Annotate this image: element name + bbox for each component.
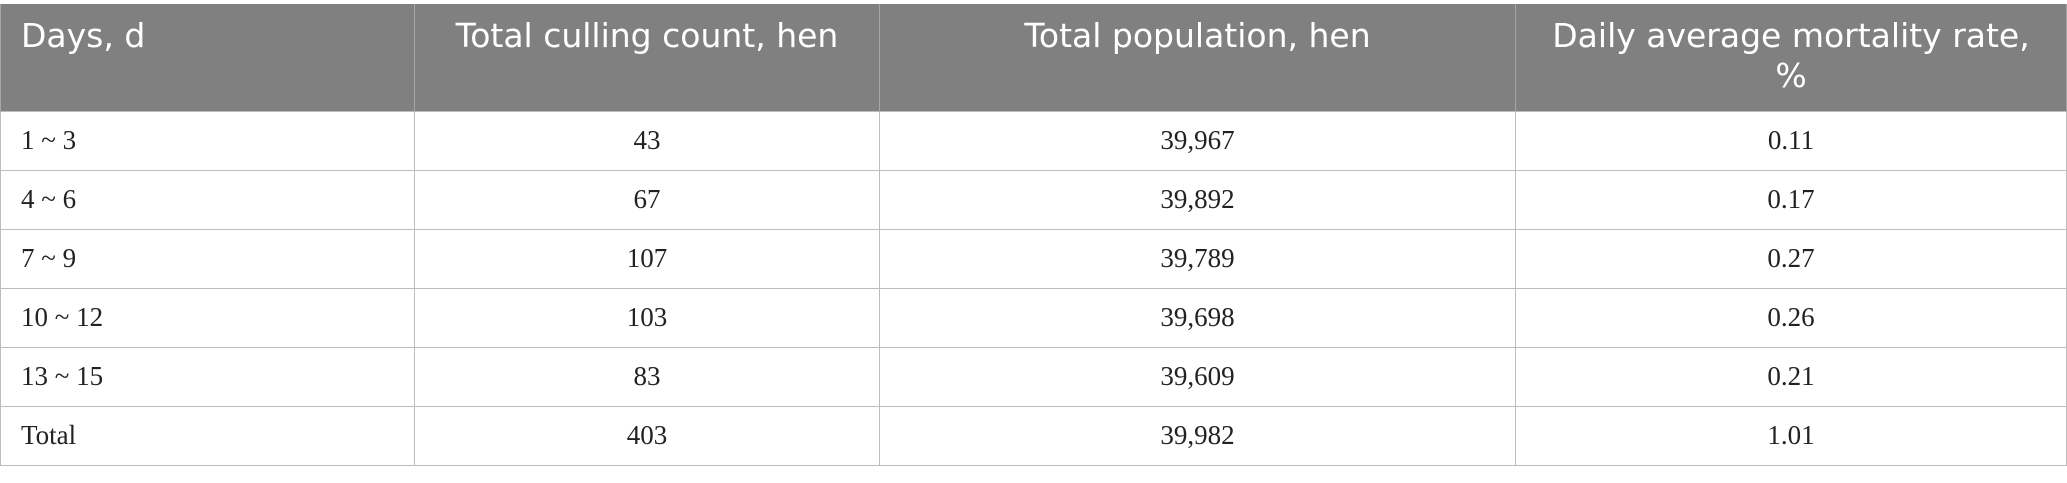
cell-mortality-rate: 0.11: [1515, 110, 2067, 171]
cell-total-population: 39,982: [879, 405, 1516, 466]
cell-days: 4 ~ 6: [0, 169, 415, 230]
cell-mortality-rate: 0.27: [1515, 228, 2067, 289]
cell-days: 13 ~ 15: [0, 346, 415, 407]
cell-mortality-rate: 0.17: [1515, 169, 2067, 230]
cell-days: 7 ~ 9: [0, 228, 415, 289]
table-row: 10 ~ 12 103 39,698 0.26: [0, 287, 2067, 348]
mortality-table: Days, d Total culling count, hen Total p…: [0, 4, 2067, 466]
cell-total-population: 39,698: [879, 287, 1516, 348]
header-mortality-rate: Daily average mortality rate, %: [1515, 4, 2067, 111]
header-row: Days, d Total culling count, hen Total p…: [0, 4, 2067, 111]
cell-mortality-rate: 1.01: [1515, 405, 2067, 466]
cell-days: 10 ~ 12: [0, 287, 415, 348]
table-row: 13 ~ 15 83 39,609 0.21: [0, 346, 2067, 407]
cell-culling-count: 403: [414, 405, 880, 466]
cell-culling-count: 67: [414, 169, 880, 230]
table-row: 4 ~ 6 67 39,892 0.17: [0, 169, 2067, 230]
cell-total-population: 39,892: [879, 169, 1516, 230]
table-row: 7 ~ 9 107 39,789 0.27: [0, 228, 2067, 289]
table-row: 1 ~ 3 43 39,967 0.11: [0, 110, 2067, 171]
cell-total-population: 39,789: [879, 228, 1516, 289]
mortality-table-container: Days, d Total culling count, hen Total p…: [0, 4, 2067, 466]
header-total-population: Total population, hen: [879, 4, 1516, 111]
header-culling-count: Total culling count, hen: [414, 4, 880, 111]
cell-total-population: 39,967: [879, 110, 1516, 171]
table-row-total: Total 403 39,982 1.01: [0, 405, 2067, 466]
cell-mortality-rate: 0.21: [1515, 346, 2067, 407]
cell-culling-count: 107: [414, 228, 880, 289]
header-days: Days, d: [0, 4, 415, 111]
cell-mortality-rate: 0.26: [1515, 287, 2067, 348]
cell-days: 1 ~ 3: [0, 110, 415, 171]
cell-days: Total: [0, 405, 415, 466]
cell-culling-count: 43: [414, 110, 880, 171]
table-header: Days, d Total culling count, hen Total p…: [0, 4, 2067, 111]
cell-culling-count: 83: [414, 346, 880, 407]
table-body: 1 ~ 3 43 39,967 0.11 4 ~ 6 67 39,892 0.1…: [0, 110, 2067, 466]
cell-culling-count: 103: [414, 287, 880, 348]
cell-total-population: 39,609: [879, 346, 1516, 407]
